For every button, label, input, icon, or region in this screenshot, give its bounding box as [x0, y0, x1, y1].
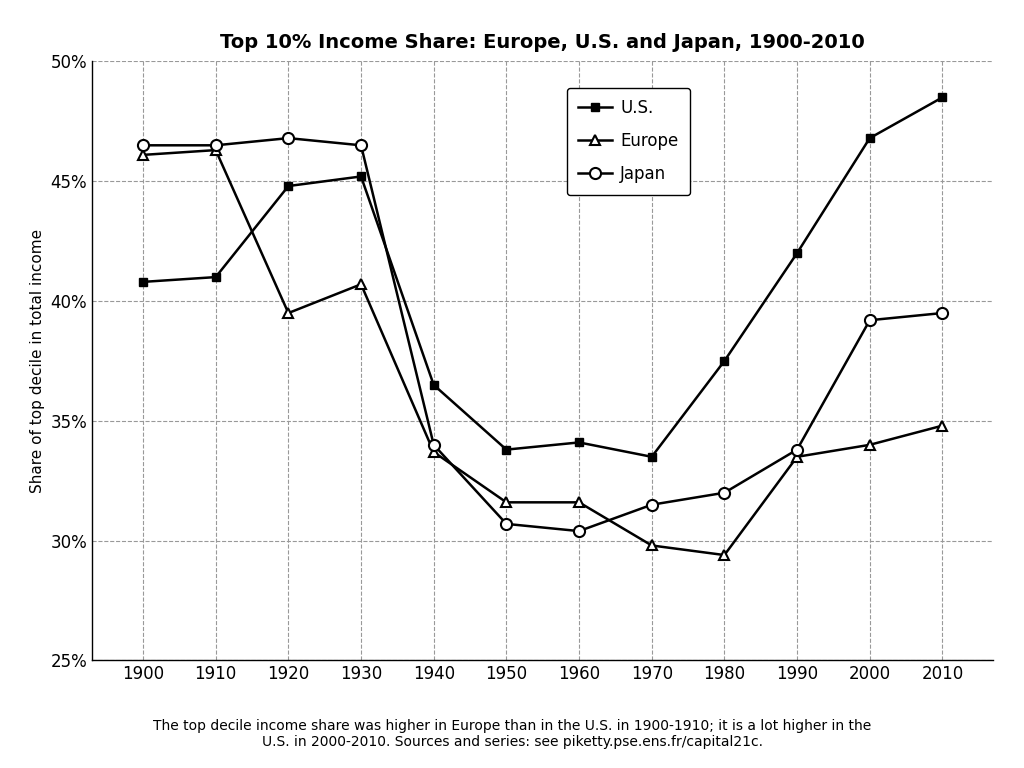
U.S. — [355, 172, 368, 181]
Text: The top decile income share was higher in Europe than in the U.S. in 1900-1910; : The top decile income share was higher i… — [153, 719, 871, 749]
Japan — [645, 500, 657, 509]
U.S. — [645, 452, 657, 462]
U.S. — [936, 93, 948, 102]
U.S. — [137, 277, 150, 286]
Europe — [355, 280, 368, 289]
U.S. — [501, 445, 513, 454]
U.S. — [791, 249, 803, 258]
Europe — [210, 145, 222, 154]
U.S. — [428, 380, 440, 389]
Japan — [501, 519, 513, 528]
Line: Japan: Japan — [137, 133, 948, 537]
Europe — [501, 498, 513, 507]
Europe — [718, 551, 730, 560]
Japan — [863, 316, 876, 325]
U.S. — [718, 356, 730, 366]
Line: Europe: Europe — [138, 145, 947, 560]
Japan — [210, 141, 222, 150]
Japan — [936, 309, 948, 318]
Europe — [572, 498, 585, 507]
U.S. — [283, 181, 295, 190]
Japan — [283, 134, 295, 143]
U.S. — [572, 438, 585, 447]
Europe — [645, 541, 657, 550]
Japan — [428, 440, 440, 449]
U.S. — [863, 134, 876, 143]
Europe — [137, 151, 150, 160]
Japan — [572, 527, 585, 536]
Europe — [428, 448, 440, 457]
Title: Top 10% Income Share: Europe, U.S. and Japan, 1900-2010: Top 10% Income Share: Europe, U.S. and J… — [220, 32, 865, 51]
U.S. — [210, 273, 222, 282]
Line: U.S.: U.S. — [139, 93, 946, 461]
Japan — [791, 445, 803, 454]
Y-axis label: Share of top decile in total income: Share of top decile in total income — [30, 229, 45, 493]
Europe — [936, 421, 948, 430]
Europe — [791, 452, 803, 462]
Japan — [718, 488, 730, 498]
Europe — [283, 309, 295, 318]
Europe — [863, 440, 876, 449]
Japan — [137, 141, 150, 150]
Japan — [355, 141, 368, 150]
Legend: U.S., Europe, Japan: U.S., Europe, Japan — [566, 88, 690, 195]
